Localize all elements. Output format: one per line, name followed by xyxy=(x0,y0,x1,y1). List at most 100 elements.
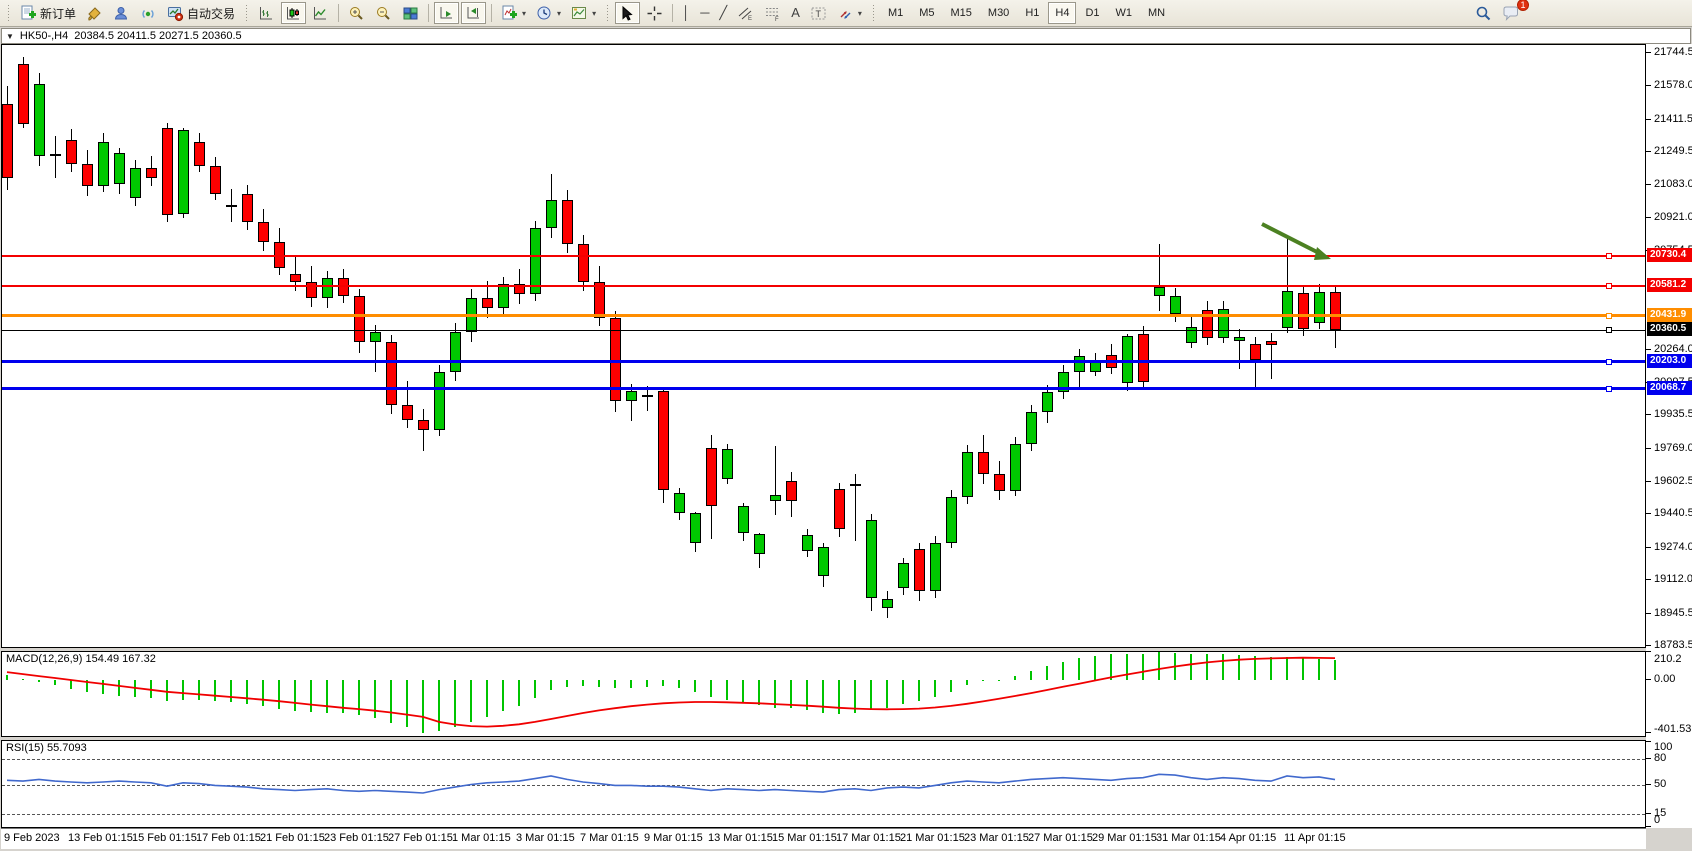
horizontal-line-object[interactable] xyxy=(2,360,1645,364)
horizontal-line-object[interactable] xyxy=(2,329,1645,331)
dropdown-arrow-icon: ▾ xyxy=(592,8,597,18)
candle-wick xyxy=(1255,337,1256,390)
timeframe-mn-button[interactable]: MN xyxy=(1141,2,1172,24)
candle xyxy=(594,282,605,319)
timeframe-w1-button[interactable]: W1 xyxy=(1109,2,1140,24)
periods-button[interactable]: ▾ xyxy=(532,2,565,24)
horizontal-line-object[interactable] xyxy=(2,387,1645,391)
toolbar-grip[interactable] xyxy=(869,4,877,22)
text-label-button[interactable]: T xyxy=(806,2,831,24)
arrow-objects-icon xyxy=(840,10,851,19)
macd-axis-label: 0.00 xyxy=(1654,673,1676,685)
zoom-in-button[interactable] xyxy=(344,2,369,24)
new-order-button[interactable]: 新订单 xyxy=(16,2,80,24)
macd-axis-tick xyxy=(1646,651,1651,653)
indicators-button[interactable]: ▾ xyxy=(497,2,530,24)
timeframe-h4-button[interactable]: H4 xyxy=(1048,2,1077,24)
macd-histogram-bar xyxy=(630,680,632,688)
fibonacci-button[interactable]: F xyxy=(760,2,785,24)
line-chart-button[interactable] xyxy=(308,2,333,24)
candle xyxy=(978,452,989,475)
arrows-button[interactable]: ▾ xyxy=(833,2,866,24)
horizontal-line-object[interactable] xyxy=(2,255,1645,258)
rsi-axis-tick xyxy=(1646,741,1651,742)
time-axis-label: 13 Feb 01:15 xyxy=(68,832,133,844)
macd-panel[interactable]: MACD(12,26,9) 154.49 167.32 xyxy=(1,651,1646,737)
candle xyxy=(834,488,845,529)
price-tag: 20431.9 xyxy=(1647,307,1692,322)
time-axis-label: 4 Apr 01:15 xyxy=(1220,832,1277,844)
cursor-button[interactable] xyxy=(615,2,641,24)
collapse-triangle-icon[interactable]: ▼ xyxy=(6,31,14,41)
time-axis-label: 31 Mar 01:15 xyxy=(1156,832,1221,844)
candle-wick xyxy=(407,381,408,429)
signals-button[interactable] xyxy=(136,2,161,24)
rsi-axis-label: 100 xyxy=(1654,741,1673,753)
chart-title-bar[interactable]: ▼ HK50-,H4 20384.5 20411.5 20271.5 20360… xyxy=(1,28,1691,44)
bar-chart-button[interactable] xyxy=(254,2,279,24)
auto-scroll-button[interactable] xyxy=(434,2,460,24)
macd-histogram-bar xyxy=(1078,658,1080,680)
timeframe-m30-button[interactable]: M30 xyxy=(981,2,1016,24)
price-axis-label: 20921.0 xyxy=(1654,210,1692,223)
notification-badge: 1 xyxy=(1517,0,1529,11)
chart-symbol-period: HK50-,H4 xyxy=(19,30,69,42)
timeframe-d1-button[interactable]: D1 xyxy=(1078,2,1106,24)
macd-histogram-bar xyxy=(246,680,248,705)
svg-text:T: T xyxy=(815,9,821,19)
toolbar-grip[interactable] xyxy=(243,4,251,22)
price-tag: 20203.0 xyxy=(1647,353,1692,368)
rsi-level-line xyxy=(2,759,1645,760)
auto-trading-button[interactable]: 自动交易 xyxy=(163,2,239,24)
macd-axis-label: 210.2 xyxy=(1654,653,1682,665)
text-label-icon: T xyxy=(811,7,826,19)
horizontal-line-button[interactable]: ─ xyxy=(696,2,713,24)
candle xyxy=(66,140,77,165)
rsi-line xyxy=(6,773,1336,794)
candle xyxy=(290,274,301,283)
macd-histogram-bar xyxy=(838,680,840,715)
toolbar-grip[interactable] xyxy=(604,4,612,22)
timeframe-m5-button[interactable]: M5 xyxy=(912,2,941,24)
search-button[interactable] xyxy=(1471,2,1496,24)
macd-histogram-bar xyxy=(6,674,8,680)
rsi-axis-tick xyxy=(1646,758,1651,759)
timeframe-m15-button[interactable]: M15 xyxy=(944,2,979,24)
main-chart-panel[interactable] xyxy=(1,44,1646,648)
macd-histogram-bar xyxy=(598,680,600,688)
candle xyxy=(642,395,653,398)
candle xyxy=(1186,327,1197,344)
candle xyxy=(610,318,621,402)
toolbar-divider xyxy=(338,4,340,22)
zoom-out-button[interactable] xyxy=(371,2,396,24)
timeframe-m1-button[interactable]: M1 xyxy=(881,2,910,24)
crosshair-button[interactable] xyxy=(642,2,667,24)
time-axis-label: 9 Feb 2023 xyxy=(4,832,60,844)
candle xyxy=(658,391,669,491)
templates-button[interactable]: ▾ xyxy=(567,2,600,24)
horizontal-line-object[interactable] xyxy=(2,284,1645,287)
candlestick-chart-button[interactable] xyxy=(281,2,307,24)
rsi-panel[interactable]: RSI(15) 55.7093 xyxy=(1,740,1646,828)
candle xyxy=(146,168,157,179)
styler-button[interactable] xyxy=(82,2,107,24)
candle-wick xyxy=(1239,329,1240,370)
horizontal-line-object[interactable] xyxy=(2,314,1645,318)
macd-histogram-bar xyxy=(1318,659,1320,680)
macd-histogram-bar xyxy=(710,680,712,698)
channel-button[interactable]: E xyxy=(733,2,758,24)
notifications-button[interactable]: 1 xyxy=(1498,0,1529,24)
toolbar-grip[interactable] xyxy=(5,4,12,22)
chart-shift-button[interactable] xyxy=(461,2,487,24)
macd-histogram-bar xyxy=(1190,653,1192,680)
profile-button[interactable] xyxy=(109,2,134,24)
macd-histogram-bar xyxy=(582,680,584,686)
text-button[interactable]: A xyxy=(787,2,804,24)
vertical-line-button[interactable]: │ xyxy=(678,2,694,24)
tile-windows-button[interactable] xyxy=(398,2,423,24)
svg-text:E: E xyxy=(748,16,752,22)
candle xyxy=(482,298,493,309)
trendline-button[interactable]: ╱ xyxy=(715,2,731,24)
macd-histogram-bar xyxy=(742,680,744,703)
timeframe-h1-button[interactable]: H1 xyxy=(1018,2,1046,24)
